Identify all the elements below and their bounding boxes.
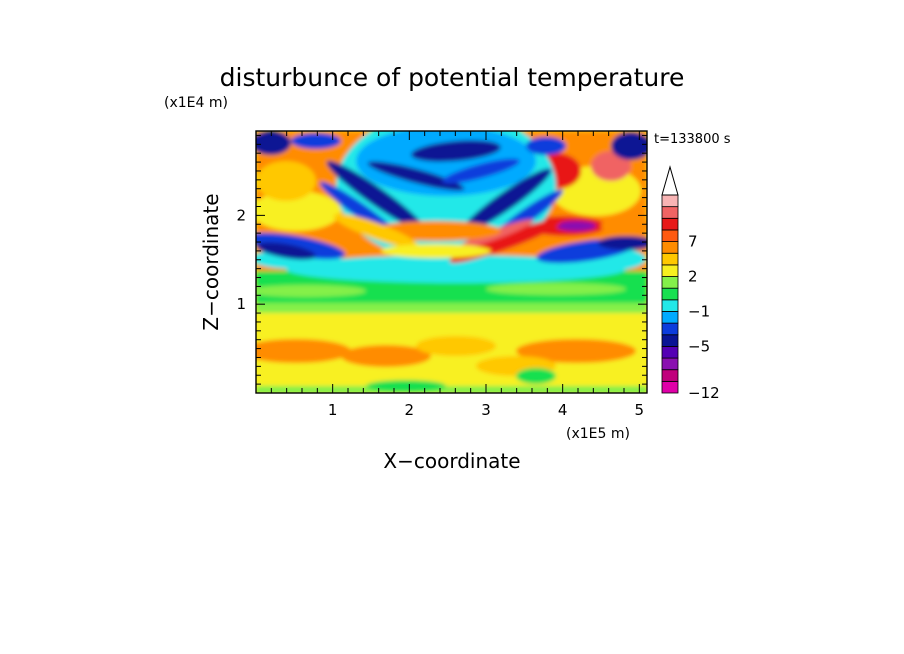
contour-blob — [486, 283, 626, 295]
contour-blob — [416, 336, 496, 356]
contour-blob — [256, 339, 351, 363]
colorbar-swatch — [661, 380, 679, 394]
x-tick-label: 5 — [635, 401, 645, 419]
colorbar-swatch — [661, 229, 679, 242]
contour-blob — [256, 285, 366, 297]
x-axis: 1 2 3 4 5 — [270, 131, 645, 419]
colorbar-swatch — [661, 264, 679, 277]
colorbar-swatch — [661, 194, 679, 208]
plot-frame — [255, 130, 648, 394]
colorbar-swatch — [661, 217, 679, 231]
chart-title: disturbunce of potential temperature — [220, 63, 685, 92]
x-tick-label: 3 — [481, 401, 491, 419]
x-axis-label: X−coordinate — [383, 449, 520, 473]
colorbar-swatch — [661, 276, 679, 289]
y-unit-label: (x1E4 m) — [164, 95, 228, 111]
colorbar-tick-label: 7 — [688, 233, 698, 251]
colorbar-tick-label: −5 — [688, 337, 710, 355]
colorbar-swatch — [661, 241, 679, 254]
x-tick-label: 2 — [405, 401, 415, 419]
contour-blob — [381, 244, 491, 258]
contour-blob — [341, 345, 431, 367]
contour-blob — [460, 168, 552, 234]
colorbar: −12−5−127 — [661, 165, 720, 402]
colorbar-swatch — [661, 357, 679, 371]
y-axis: 12 — [236, 134, 647, 385]
contour-blob — [366, 380, 446, 392]
contour-blob — [286, 255, 626, 283]
colorbar-swatch — [661, 322, 679, 336]
contour-blob — [611, 132, 647, 160]
x-tick-label: 1 — [328, 401, 338, 419]
colorbar-swatch — [661, 206, 679, 219]
contour-blob — [591, 151, 631, 181]
x-tick-label: 4 — [558, 401, 568, 419]
colorbar-extension — [661, 165, 679, 196]
contour-blob — [256, 191, 341, 231]
contour-blob — [367, 161, 465, 191]
contour-blob — [256, 131, 291, 155]
contour-blob — [526, 137, 566, 155]
contour-blob — [411, 140, 501, 162]
y-tick-label: 2 — [236, 206, 246, 224]
contour-blob — [516, 339, 636, 363]
contour-blob — [556, 221, 596, 231]
contour-blob — [442, 158, 520, 184]
contour-blob — [291, 133, 341, 149]
contour-band — [256, 386, 647, 393]
contour-blob — [601, 217, 647, 235]
colorbar-swatch — [661, 311, 679, 324]
x-unit-label: (x1E5 m) — [566, 426, 630, 442]
colorbar-swatch — [661, 299, 679, 312]
contour-band — [256, 301, 647, 313]
time-annotation: t=133800 s — [654, 132, 731, 147]
colorbar-tick-label: −1 — [688, 302, 710, 320]
colorbar-swatch — [661, 346, 679, 359]
contour-blob — [598, 236, 647, 250]
contour-blob — [333, 213, 419, 249]
colorbar-tick-label: 2 — [688, 268, 698, 286]
colorbar-swatch — [661, 334, 679, 347]
colorbar-swatch — [661, 369, 679, 382]
contour-field — [256, 131, 647, 393]
contour-blob — [256, 242, 316, 260]
y-tick-label: 1 — [236, 295, 246, 313]
contour-blob — [516, 368, 556, 384]
colorbar-swatch — [661, 252, 679, 266]
colorbar-tick-label: −12 — [688, 384, 720, 402]
y-axis-label: Z−coordinate — [199, 193, 223, 330]
contour-blob — [326, 160, 426, 232]
contour-blob — [256, 161, 316, 201]
colorbar-swatch — [661, 287, 679, 301]
